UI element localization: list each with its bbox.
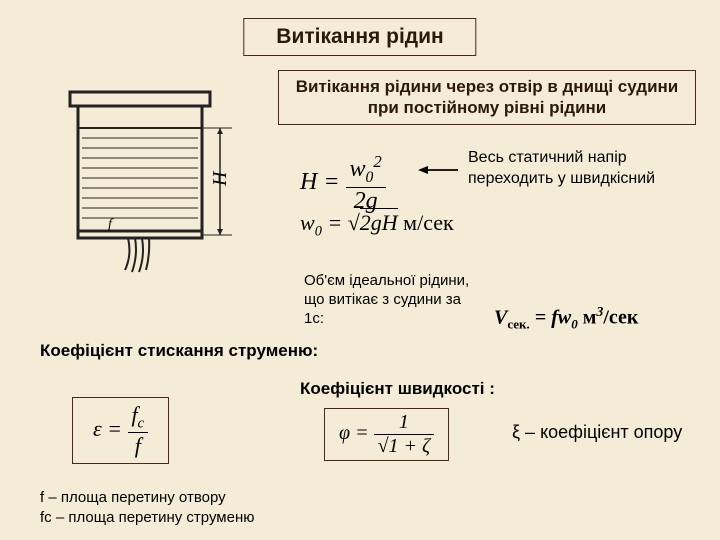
formula-velocity: w0 = √2gH м/сек — [300, 210, 454, 240]
formula-head: H = w02 2g — [300, 152, 386, 215]
formula-phi: φ = 1 √1 + ζ — [324, 408, 449, 461]
head-explanation: Весь статичний напір переходить у швидкі… — [468, 148, 698, 190]
volume-label: Об'єм ідеальної рідини, що витікає з суд… — [304, 272, 474, 328]
page-title: Витікання рідин — [243, 18, 476, 56]
svg-text:H: H — [209, 170, 231, 187]
xi-definition: ξ – коефіцієнт опору — [512, 420, 682, 444]
fraction: w02 2g — [346, 152, 386, 215]
fc-def: fс – площа перетину струменю — [40, 508, 255, 528]
arrow-icon — [418, 163, 460, 177]
formula-epsilon: ε = fc f — [72, 397, 169, 464]
f-definitions: f – площа перетину отвору fс – площа пер… — [40, 488, 255, 529]
formula-flowrate: Vсек. = fw0 м3/сек — [494, 305, 638, 333]
subtitle-box: Витікання рідини через отвір в днищі суд… — [278, 70, 696, 125]
speed-coef-label: Коефіцієнт швидкості : — [300, 379, 495, 399]
f-def: f – площа перетину отвору — [40, 488, 255, 508]
compression-coef-label: Коефіцієнт стискання струменю: — [40, 340, 318, 362]
vessel-diagram: H f — [40, 80, 250, 290]
label: H = — [300, 169, 340, 195]
